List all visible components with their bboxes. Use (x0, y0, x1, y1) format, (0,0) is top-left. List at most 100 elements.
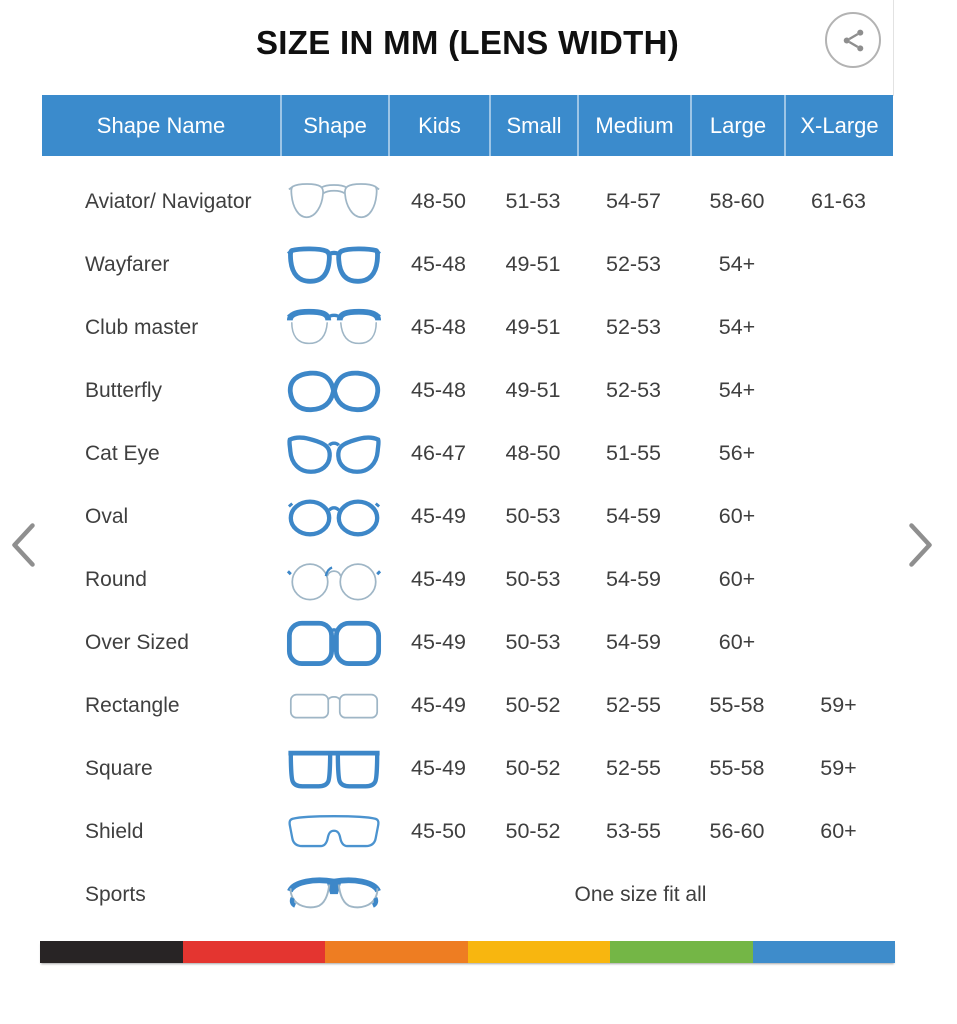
size-cell-kids: 45-49 (411, 756, 466, 780)
shape-name-cell: Aviator/ Navigator (85, 189, 252, 213)
size-cell-large: 54+ (718, 252, 756, 276)
table-row-square: Square 45-49 50-52 52-55 55-58 59+ (42, 737, 893, 800)
carousel-prev-button[interactable] (10, 511, 58, 579)
shape-name-cell: Wayfarer (85, 252, 170, 276)
column-header-shape: Shape (280, 95, 388, 156)
size-cell-small: 51-53 (505, 189, 561, 213)
shape-name-cell: Round (85, 567, 147, 591)
size-cell-medium: 54-59 (606, 567, 661, 591)
size-cell-large: 55-58 (709, 756, 765, 780)
size-cell-large: 60+ (718, 630, 756, 654)
slide-right-edge (893, 0, 894, 96)
size-cell-kids: 45-49 (411, 693, 466, 717)
size-cell-large: 60+ (718, 504, 756, 528)
size-cell-kids: 45-50 (411, 819, 466, 843)
size-cell-small: 50-52 (505, 756, 561, 780)
column-header-shape-name: Shape Name (96, 112, 226, 138)
shape-name-cell: Shield (85, 819, 144, 843)
table-row-shield: Shield 45-50 50-52 53-55 56-60 60+ (42, 800, 893, 863)
table-row-butterfly: Butterfly 45-48 49-51 52-53 54+ (42, 359, 893, 422)
table-row-over-sized: Over Sized 45-49 50-53 54-59 60+ (42, 611, 893, 674)
size-cell-small: 48-50 (505, 441, 561, 465)
share-icon (843, 29, 863, 51)
size-cell-small: 50-52 (505, 819, 561, 843)
stripe-segment (325, 941, 468, 963)
brand-color-stripe (40, 941, 895, 963)
aviator-glasses-icon (280, 175, 388, 229)
size-cell-x_large: 61-63 (811, 189, 866, 213)
stripe-segment (40, 941, 183, 963)
size-cell-small: 49-51 (505, 378, 561, 402)
page-title: SIZE IN MM (LENS WIDTH) (255, 24, 680, 61)
carousel-next-button[interactable] (886, 511, 934, 579)
column-header-large: Large (690, 95, 784, 156)
stripe-segment (610, 941, 753, 963)
table-header-row: Shape Name Shape Kids Small Medium Large X-Lar… (42, 95, 893, 156)
table-row-wayfarer: Wayfarer 45-48 49-51 52-53 54+ (42, 233, 893, 296)
size-cell-x_large: 60+ (820, 819, 857, 843)
size-cell-small: 49-51 (505, 252, 561, 276)
table-row-cat-eye: Cat Eye 46-47 48-50 51-55 56+ (42, 422, 893, 485)
chevron-left-icon (12, 523, 35, 567)
size-cell-kids: 45-48 (411, 315, 466, 339)
size-cell-large: 54+ (718, 315, 756, 339)
shape-name-cell: Over Sized (85, 630, 189, 654)
shape-name-cell: Oval (85, 504, 129, 528)
size-cell-x_large: 59+ (820, 756, 857, 780)
size-cell-medium: 52-55 (606, 756, 661, 780)
shape-name-cell: Square (85, 756, 153, 780)
size-cell-small: 50-53 (505, 567, 561, 591)
size-cell-kids: 45-49 (411, 504, 466, 528)
shape-name-cell: Cat Eye (85, 441, 160, 465)
size-cell-kids: 45-48 (411, 252, 466, 276)
size-cell-kids: 46-47 (411, 441, 466, 465)
column-header-medium: Medium (577, 95, 690, 156)
stripe-segment (752, 941, 895, 963)
rectangle-glasses-icon (280, 686, 388, 724)
sports-glasses-icon (280, 872, 388, 916)
size-cell-large: 58-60 (709, 189, 765, 213)
size-cell-medium: 52-55 (606, 693, 661, 717)
stripe-segment (467, 941, 610, 963)
size-cell-medium: 52-53 (606, 378, 661, 402)
table-row-oval: Oval 45-49 50-53 54-59 60+ (42, 485, 893, 548)
shape-name-cell: Butterfly (85, 378, 163, 402)
size-cell-medium: 52-53 (606, 252, 661, 276)
share-button[interactable] (825, 12, 881, 68)
size-cell-small: 50-53 (505, 630, 561, 654)
shape-name-cell: Sports (85, 882, 146, 906)
size-cell-large: 60+ (718, 567, 756, 591)
size-cell-medium: 54-57 (606, 189, 661, 213)
size-cell-small: 50-53 (505, 504, 561, 528)
size-cell-kids: 45-49 (411, 567, 466, 591)
size-cell-large: 54+ (718, 378, 756, 402)
size-cell-small: 49-51 (505, 315, 561, 339)
shield-glasses-icon (280, 812, 388, 850)
column-header-small: Small (489, 95, 577, 156)
table-row-rectangle: Rectangle 45-49 50-52 52-55 55-58 59+ (42, 674, 893, 737)
size-table-body: Aviator/ Navigator 48-50 51-53 54-57 58-60 6… (42, 158, 893, 926)
size-cell-medium: 54-59 (606, 504, 661, 528)
table-row-club-master: Club master 45-48 49-51 52-53 54+ (42, 296, 893, 359)
stripe-segment (182, 941, 325, 963)
cateye-glasses-icon (280, 430, 388, 478)
table-row-round: Round 45-49 50-53 54-59 60+ (42, 548, 893, 611)
butterfly-glasses-icon (280, 366, 388, 416)
size-cell-large: 56+ (718, 441, 756, 465)
one-size-fit-all-cell: One size fit all (574, 882, 707, 906)
size-cell-x_large: 59+ (820, 693, 857, 717)
size-cell-medium: 54-59 (606, 630, 661, 654)
size-cell-large: 56-60 (709, 819, 765, 843)
wayfarer-glasses-icon (280, 241, 388, 289)
oval-glasses-icon (280, 493, 388, 539)
square-glasses-icon (280, 745, 388, 791)
size-cell-small: 50-52 (505, 693, 561, 717)
size-cell-medium: 52-53 (606, 315, 661, 339)
chevron-right-icon (909, 523, 932, 567)
size-cell-large: 55-58 (709, 693, 765, 717)
size-cell-medium: 51-55 (606, 441, 661, 465)
size-cell-medium: 53-55 (606, 819, 661, 843)
shape-name-cell: Rectangle (85, 693, 180, 717)
column-header-x-large: X-Large (784, 95, 893, 156)
column-header-kids: Kids (388, 95, 489, 156)
